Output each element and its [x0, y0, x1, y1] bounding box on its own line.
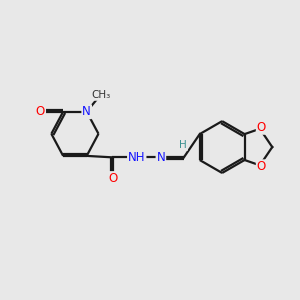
- Text: NH: NH: [128, 151, 146, 164]
- Text: O: O: [108, 172, 117, 185]
- Text: H: H: [179, 140, 187, 150]
- Text: N: N: [82, 105, 91, 118]
- Text: O: O: [257, 160, 266, 173]
- Text: N: N: [157, 151, 165, 164]
- Text: CH₃: CH₃: [92, 90, 111, 100]
- Text: O: O: [257, 121, 266, 134]
- Text: O: O: [36, 105, 45, 118]
